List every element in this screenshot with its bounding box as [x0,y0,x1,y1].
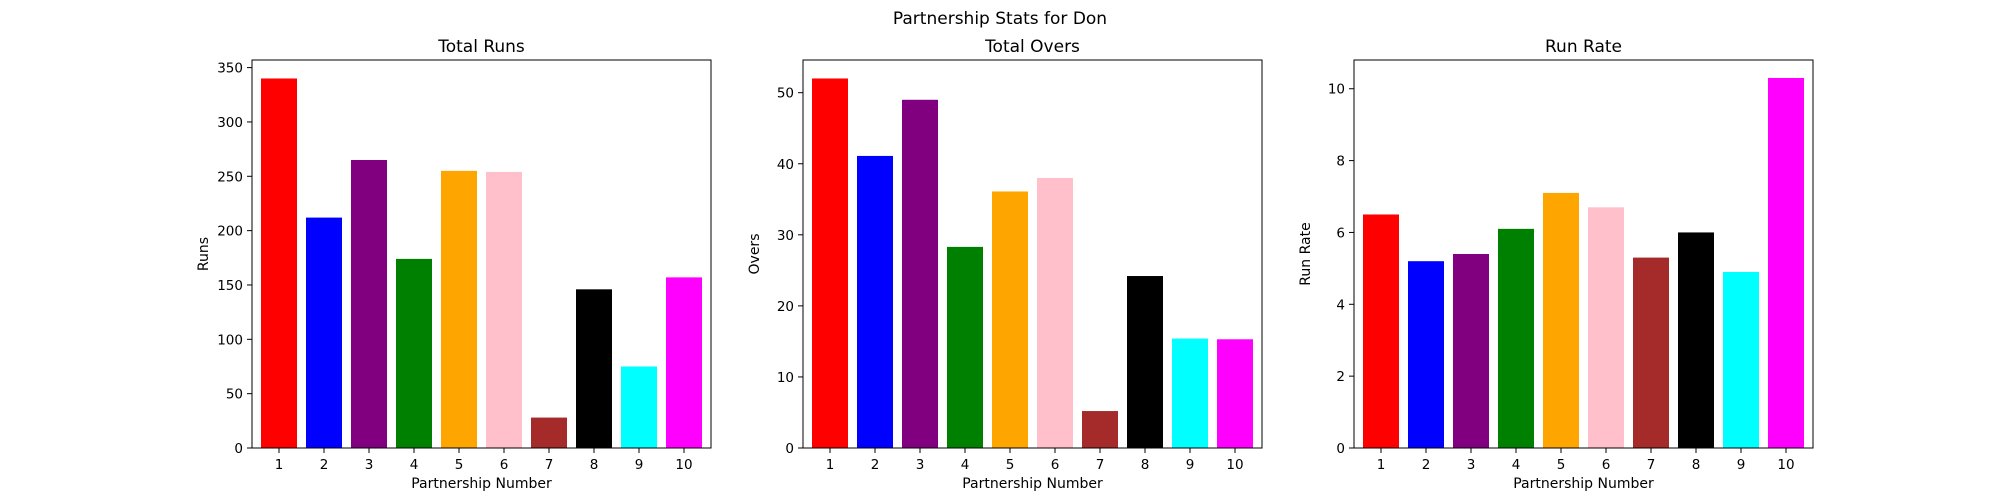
x-tick-label: 8 [590,457,599,473]
x-tick-label: 4 [410,457,419,473]
x-tick-label: 8 [1141,457,1150,473]
y-tick-label: 0 [1336,441,1345,457]
bar-1 [261,78,297,448]
bar-5 [441,170,477,449]
x-tick-label: 5 [1006,457,1015,473]
x-tick-label: 10 [1777,457,1794,473]
x-tick-label: 1 [275,457,284,473]
x-tick-label: 7 [545,457,554,473]
x-tick-label: 5 [455,457,464,473]
bar-3 [1453,254,1489,448]
bar-6 [1588,207,1624,448]
x-tick-label: 2 [871,457,880,473]
axes-frame [802,59,1263,449]
bar-3 [351,159,387,449]
x-tick-label: 3 [916,457,925,473]
x-tick-label: 6 [1051,457,1060,473]
bar-3 [902,99,938,448]
x-tick-label: 4 [961,457,970,473]
figure-title: Partnership Stats for Don [893,9,1107,29]
y-tick-label: 50 [777,86,794,102]
x-tick-label: 10 [1226,457,1243,473]
y-tick-label: 30 [777,228,794,244]
y-tick-label: 40 [777,157,794,173]
y-tick-label: 0 [234,441,243,457]
bar-6 [486,171,522,448]
axes-frame [251,59,712,449]
x-tick-label: 9 [1186,457,1195,473]
bar-1 [812,78,848,448]
chart-panel-3: Run Rate 1 2 3 4 5 6 7 8 9 10 0 2 4 6 8 10 Partnership Nu… [1298,37,1814,492]
chart-title: Total Overs [984,37,1080,57]
y-tick-label: 8 [1336,154,1345,170]
bar-7 [531,417,567,448]
x-tick-label: 8 [1692,457,1701,473]
y-tick-label: 2 [1336,369,1345,385]
bar-9 [1172,338,1208,448]
bar-9 [1723,271,1759,448]
y-tick-label: 10 [1328,82,1345,98]
y-tick-label: 20 [777,299,794,315]
y-axis-label: Runs [196,237,212,271]
x-tick-label: 10 [675,457,692,473]
bar-10 [666,277,702,448]
bar-7 [1082,411,1118,448]
bar-2 [306,217,342,448]
bar-8 [1127,276,1163,448]
bar-5 [1543,192,1579,448]
x-tick-label: 7 [1096,457,1105,473]
x-axis-label: Partnership Number [1513,476,1654,492]
x-tick-label: 2 [1422,457,1431,473]
bar-8 [1678,232,1714,448]
x-tick-label: 9 [1737,457,1746,473]
y-tick-label: 300 [217,115,243,131]
y-tick-label: 150 [217,278,243,294]
bar-5 [992,191,1028,448]
y-axis-label: Run Rate [1298,222,1314,285]
bar-4 [396,258,432,448]
x-tick-label: 5 [1557,457,1566,473]
x-tick-label: 6 [1602,457,1611,473]
y-tick-label: 50 [226,387,243,403]
x-tick-label: 3 [365,457,374,473]
y-tick-label: 0 [785,441,794,457]
x-axis-label: Partnership Number [962,476,1103,492]
y-tick-label: 200 [217,224,243,240]
axes-frame [1353,59,1814,449]
y-tick-label: 4 [1336,297,1345,313]
bar-2 [1408,261,1444,448]
bar-10 [1768,77,1804,449]
y-tick-label: 10 [777,370,794,386]
y-tick-label: 350 [217,61,243,77]
x-tick-label: 2 [320,457,329,473]
y-tick-label: 6 [1336,225,1345,241]
x-tick-label: 1 [1377,457,1386,473]
y-tick-label: 250 [217,169,243,185]
x-tick-label: 7 [1647,457,1656,473]
bar-7 [1633,257,1669,448]
chart-title: Total Runs [437,37,525,57]
y-axis-label: Overs [747,234,763,275]
x-tick-label: 9 [635,457,644,473]
bar-1 [1363,214,1399,448]
x-axis-label: Partnership Number [411,476,552,492]
bar-4 [947,246,983,448]
bar-9 [621,366,657,448]
x-tick-label: 4 [1512,457,1521,473]
bar-10 [1217,339,1253,448]
x-tick-label: 6 [500,457,509,473]
y-tick-label: 100 [217,332,243,348]
x-tick-label: 3 [1467,457,1476,473]
x-tick-label: 1 [826,457,835,473]
chart-panel-2: Total Overs 1 2 3 4 5 6 7 8 9 10 0 10 20 30 40 50 Partner… [747,37,1263,492]
chart-title: Run Rate [1545,37,1622,57]
bar-2 [857,155,893,448]
bar-4 [1498,228,1534,448]
bar-8 [576,289,612,448]
bar-6 [1037,177,1073,448]
